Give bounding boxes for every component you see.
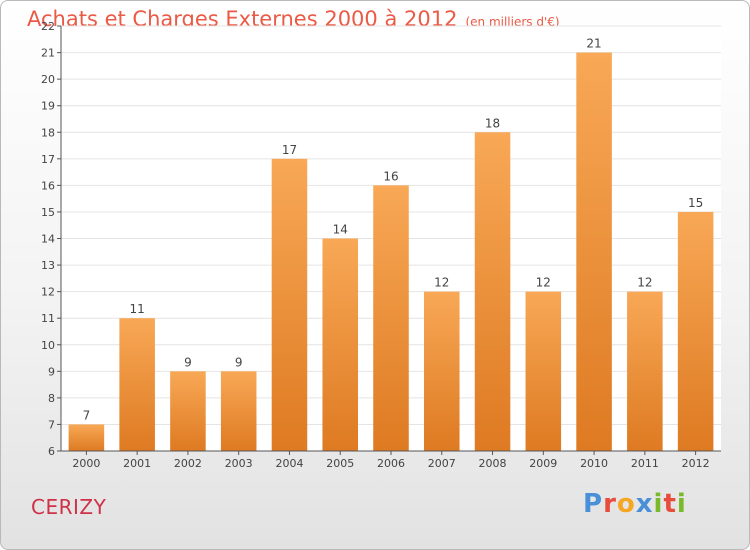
y-tick-label: 19 [41,100,55,113]
data-label: 11 [130,302,145,316]
logo-letter: o [616,489,636,519]
x-tick-label: 2010 [580,457,608,470]
labels-group: 6 7 8 9 10 11 12 13 14 15 16 17 18 19 20 21 22 7 2000 11 200… [41,20,710,470]
logo-letter: x [635,489,654,519]
data-label: 18 [485,116,500,130]
x-tick-label: 2012 [682,457,710,470]
data-label: 15 [688,196,703,210]
logo-letter: r [603,489,617,519]
x-tick-label: 2006 [377,457,405,470]
bar-2011 [627,291,663,451]
data-label: 12 [434,276,449,290]
y-tick-label: 9 [48,365,55,378]
x-tick-label: 2004 [275,457,303,470]
data-label: 9 [235,355,243,369]
axes [57,25,721,455]
data-label: 12 [637,276,652,290]
x-tick-label: 2003 [225,457,253,470]
bar-2004 [271,158,308,451]
logo-letter: P [583,489,604,519]
bar-2000 [68,424,105,451]
y-tick-label: 12 [41,286,55,299]
y-tick-label: 10 [41,339,55,352]
y-tick-label: 15 [41,206,55,219]
y-tick-label: 21 [41,47,55,60]
bar-2012 [677,211,714,451]
data-label: 9 [184,355,192,369]
bar-2003 [220,371,257,451]
commune-name: CERIZY [31,495,107,519]
bar-2010 [576,52,612,451]
x-tick-label: 2009 [529,457,557,470]
logo-letter: i [676,489,687,519]
bar-2001 [119,318,155,451]
x-tick-label: 2005 [326,457,354,470]
x-tick-label: 2000 [72,457,100,470]
bar-2009 [525,291,562,451]
y-tick-label: 13 [41,259,55,272]
data-label: 16 [383,169,398,183]
proxiti-logo[interactable]: Proxiti [583,489,687,519]
logo-letter: t [663,489,677,519]
data-label: 17 [282,143,297,157]
logo-letter: i [653,489,664,519]
bar-2008 [474,132,511,451]
y-tick-label: 20 [41,73,55,86]
bar-2007 [424,291,460,451]
data-label: 7 [83,408,91,422]
bar-2005 [322,238,358,451]
bar-2002 [170,371,206,451]
x-tick-label: 2001 [123,457,151,470]
y-tick-label: 11 [41,312,55,325]
bar-2006 [373,185,409,451]
y-tick-label: 14 [41,233,55,246]
y-tick-label: 22 [41,20,55,33]
y-tick-label: 16 [41,179,55,192]
data-label: 14 [333,223,348,237]
x-tick-label: 2007 [428,457,456,470]
x-tick-label: 2011 [631,457,659,470]
y-tick-label: 6 [48,445,55,458]
y-tick-label: 8 [48,392,55,405]
data-label: 12 [536,276,551,290]
y-tick-label: 17 [41,153,55,166]
x-tick-label: 2008 [479,457,507,470]
y-tick-label: 7 [48,418,55,431]
data-label: 21 [586,37,601,51]
bars-group [68,52,714,451]
x-tick-label: 2002 [174,457,202,470]
y-tick-label: 18 [41,126,55,139]
